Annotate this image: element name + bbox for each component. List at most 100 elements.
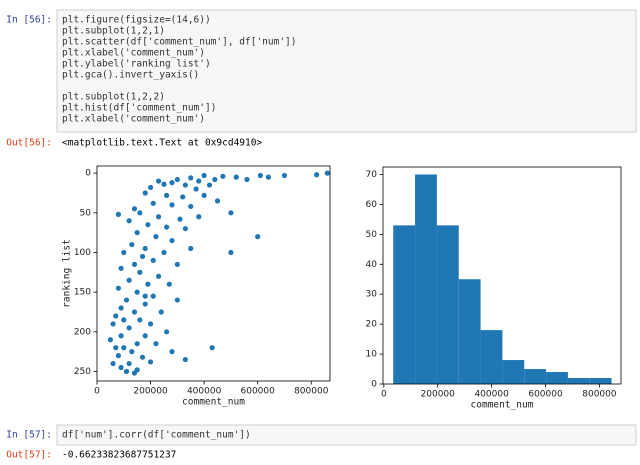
scatter-point: [110, 321, 116, 327]
scatter-point: [324, 170, 330, 176]
scatter-point: [182, 356, 188, 363]
y-tick-label: 100: [74, 248, 91, 258]
scatter-point: [147, 359, 154, 365]
output-text: <matplotlib.text.Text at 0x9cd4910>: [62, 138, 262, 149]
scatter-point: [134, 341, 140, 347]
scatter-point: [188, 245, 194, 252]
scatter-point: [214, 198, 221, 204]
y-tick-label: 60: [366, 200, 378, 210]
scatter-point: [123, 297, 130, 303]
scatter-point: [150, 257, 156, 264]
scatter-point: [110, 360, 116, 367]
y-tick-label: 30: [366, 290, 378, 300]
scatter-point: [113, 345, 119, 351]
scatter-point: [209, 345, 215, 351]
scatter-point: [265, 174, 272, 180]
scatter-point: [139, 253, 146, 260]
scatter-point: [188, 203, 194, 210]
y-tick-label: 150: [74, 288, 91, 298]
x-tick-label: 600000: [528, 390, 563, 400]
histogram-bar: [589, 378, 612, 384]
code-cell[interactable]: [56, 9, 637, 133]
x-tick-label: 0: [94, 387, 100, 397]
x-tick-label: 800000: [294, 387, 329, 397]
y-tick-label: 50: [366, 230, 378, 240]
scatter-point: [228, 249, 234, 256]
histogram-bar: [415, 174, 437, 384]
code-line: df['num'].corr(df['comment_num']): [62, 430, 251, 441]
output-text: -0.66233823687751237: [62, 450, 176, 461]
scatter-point: [188, 175, 194, 181]
scatter-point: [155, 214, 162, 220]
x-axis-label: comment_num: [182, 397, 245, 408]
axes-frame: [382, 166, 622, 385]
scatter-point: [169, 202, 175, 208]
scatter-point: [126, 218, 132, 224]
y-axis-label: ranking list: [62, 239, 73, 308]
scatter-point: [118, 364, 124, 371]
scatter-point: [169, 349, 175, 355]
x-tick-label: 0: [381, 390, 387, 400]
y-tick-label: 200: [74, 327, 91, 337]
scatter-point: [129, 241, 135, 248]
scatter-point: [139, 354, 146, 360]
histogram-bar: [567, 378, 590, 384]
y-tick-label: 40: [366, 260, 378, 270]
scatter-point: [164, 192, 170, 198]
histogram-bar: [524, 369, 547, 384]
output-prompt: Out[57]:: [6, 450, 52, 461]
axes-frame: [96, 165, 331, 382]
scatter-point: [257, 172, 263, 179]
scatter-point: [115, 211, 122, 217]
code-line: plt.hist(df['comment_num']): [62, 103, 216, 114]
scatter-point: [137, 317, 143, 323]
scatter-point: [121, 317, 127, 323]
scatter-point: [142, 190, 148, 196]
scatter-point: [131, 370, 138, 376]
scatter-point: [121, 249, 127, 256]
code-line: plt.figure(figsize=(14,6)): [62, 15, 211, 26]
scatter-point: [220, 173, 226, 179]
x-tick-label: 600000: [241, 387, 276, 397]
scatter-point: [182, 182, 188, 188]
histogram-bar: [546, 372, 568, 384]
scatter-point: [145, 281, 151, 287]
scatter-point: [118, 265, 124, 271]
code-cell[interactable]: [56, 424, 637, 446]
scatter-point: [131, 309, 138, 315]
scatter-point: [158, 309, 164, 315]
input-prompt: In [56]:: [6, 15, 52, 26]
scatter-point: [118, 305, 124, 311]
x-tick-label: 200000: [133, 387, 168, 397]
scatter-point: [161, 249, 167, 256]
scatter-point: [115, 285, 122, 291]
code-line: plt.scatter(df['comment_num'], df['num']…: [62, 37, 297, 48]
scatter-point: [164, 224, 170, 230]
scatter-point: [169, 237, 175, 244]
scatter-point: [126, 325, 132, 331]
y-tick-label: 50: [80, 208, 92, 218]
input-prompt: In [57]:: [6, 430, 52, 441]
scatter-point: [228, 210, 234, 216]
scatter-point: [201, 172, 207, 179]
scatter-point: [153, 341, 159, 347]
scatter-point: [118, 333, 124, 339]
scatter-point: [134, 230, 140, 236]
scatter-point: [244, 176, 250, 183]
scatter-point: [255, 234, 261, 240]
x-tick-label: 800000: [582, 390, 617, 400]
scatter-point: [121, 345, 127, 351]
scatter-point: [145, 222, 151, 228]
y-tick-label: 0: [371, 380, 377, 390]
histogram-bar: [393, 225, 416, 384]
scatter-point: [150, 293, 156, 299]
code-line: plt.subplot(1,2,2): [62, 92, 165, 103]
scatter-point: [134, 289, 140, 295]
scatter-point: [206, 182, 213, 188]
scatter-point: [129, 349, 135, 355]
code-line: plt.xlabel('comment_num'): [62, 48, 205, 59]
y-tick-label: 0: [85, 169, 91, 179]
scatter-point: [281, 172, 288, 179]
scatter-point: [161, 181, 167, 187]
